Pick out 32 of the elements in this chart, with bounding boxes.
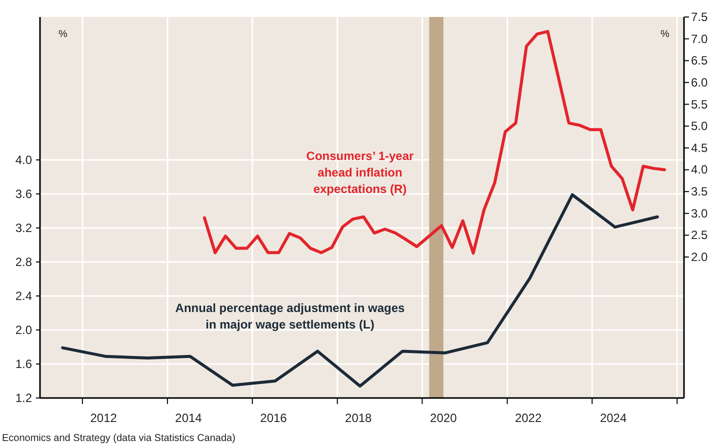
y2-tick-label: 2.0 [691, 250, 708, 264]
y-tick-label: 1.6 [15, 356, 32, 371]
y-tick-label: 3.2 [15, 220, 32, 235]
y-tick-label: 2.4 [15, 288, 32, 303]
x-tick-label: 2020 [430, 411, 458, 425]
x-tick-label: 2016 [260, 411, 288, 425]
y-tick-label: 1.2 [15, 391, 32, 405]
x-tick-label: 2018 [345, 411, 372, 425]
y2-tick-label: 3.0 [691, 206, 708, 220]
x-tick-label: 2024 [600, 411, 627, 425]
y-axis-title: % [58, 29, 68, 40]
y2-tick-label: 7.5 [691, 10, 708, 24]
text: Consumers’ 1-year ahead inflation expectations (R) [306, 149, 414, 196]
x-tick-label: 2022 [514, 411, 542, 425]
y2-tick-label: 4.0 [691, 162, 708, 177]
text: Economics and Strategy (data via Statistics Canada) [2, 433, 236, 444]
y-tick-label: 2.8 [15, 254, 32, 269]
y2-tick-label: 6.0 [691, 75, 708, 90]
y-tick-label: 2.0 [15, 322, 32, 337]
y2-tick-label: 5.5 [691, 97, 708, 112]
y-tick-label: 4.0 [15, 152, 32, 167]
y2-tick-label: 7.0 [691, 32, 708, 46]
y2-tick-label: 4.5 [691, 140, 708, 155]
y2-tick-label: 3.5 [691, 184, 708, 199]
y2-tick-label: 5.0 [691, 119, 708, 134]
y2-axis-title: % [660, 29, 670, 40]
x-tick-label: 2014 [175, 411, 202, 425]
series-label: Annual percentage adjustment in wages in major wage settlements (L) [175, 301, 406, 332]
y2-tick-label: 6.5 [691, 54, 708, 68]
y2-tick-label: 2.5 [691, 228, 708, 242]
x-tick-label: 2012 [90, 411, 118, 425]
y-tick-label: 3.6 [15, 186, 32, 201]
